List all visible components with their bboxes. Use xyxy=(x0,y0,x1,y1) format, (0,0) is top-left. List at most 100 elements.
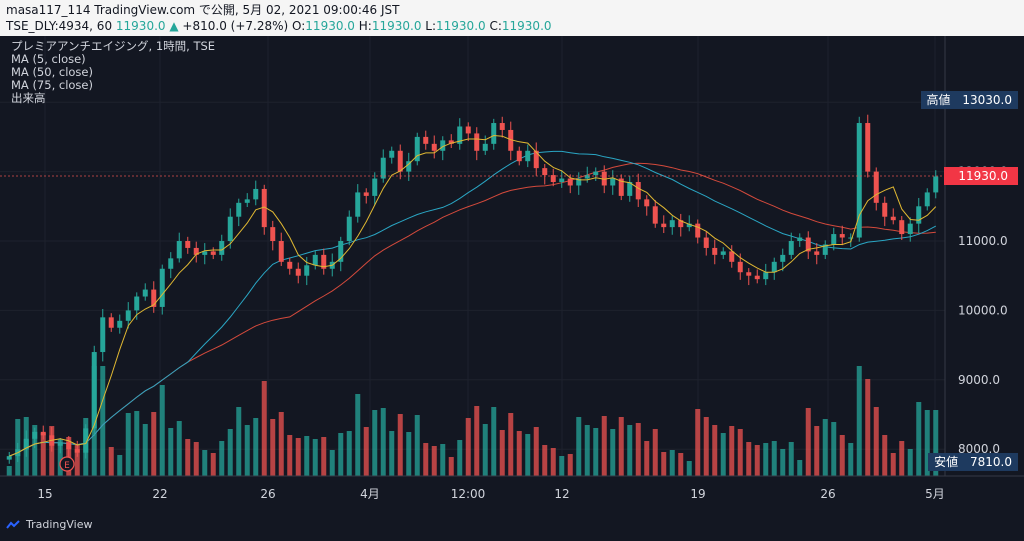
price-chart[interactable]: 13030.012000.011000.010000.09000.08000.0… xyxy=(0,36,1024,537)
volume-bar xyxy=(567,454,573,476)
candle-body xyxy=(176,241,182,259)
candle-body xyxy=(491,123,497,144)
candle-body xyxy=(754,275,760,280)
ohlc-line: TSE_DLY:4934, 60 11930.0 ▲ +810.0 (+7.28… xyxy=(6,18,1018,34)
legend-volume[interactable]: 出来高 xyxy=(11,91,46,105)
candle-body xyxy=(253,188,259,200)
candle-body xyxy=(703,237,709,248)
volume-bar xyxy=(890,453,896,476)
volume-bar xyxy=(448,457,454,476)
volume-bar xyxy=(916,402,922,476)
low-label: L: xyxy=(425,19,437,33)
candle-body xyxy=(117,320,123,328)
volume-bar xyxy=(516,431,522,476)
volume-bar xyxy=(856,366,862,476)
volume-bar xyxy=(312,439,318,476)
volume-bar xyxy=(482,424,488,476)
volume-bar xyxy=(372,410,378,476)
volume-bar xyxy=(457,440,463,476)
time-axis[interactable]: 15 22 26 4月 12:00 12 19 26 5月 xyxy=(37,487,944,501)
candle-body xyxy=(236,202,242,217)
legend-title[interactable]: プレミアアンチエイジング, 1時間, TSE xyxy=(11,39,216,53)
candle-body xyxy=(414,136,420,162)
volume-bar xyxy=(193,442,199,476)
volume-bar xyxy=(720,433,726,476)
volume-bar xyxy=(227,429,233,476)
volume-bar xyxy=(397,414,403,476)
volume-bar xyxy=(414,415,420,476)
candle-body xyxy=(669,220,675,228)
time-tick-label: 12 xyxy=(554,487,569,501)
volume-bar xyxy=(933,410,939,476)
candle-body xyxy=(23,438,29,450)
current-price-badge: 11930.0 xyxy=(944,167,1018,185)
time-tick-label: 15 xyxy=(37,487,52,501)
tradingview-brand[interactable]: TradingView xyxy=(6,518,92,531)
candle-body xyxy=(389,150,395,158)
close-value: 11930.0 xyxy=(501,19,552,33)
volume-bar xyxy=(601,416,607,476)
candle-body xyxy=(618,178,624,196)
volume-bar xyxy=(117,455,123,476)
volume-bar xyxy=(202,450,208,476)
candle-body xyxy=(763,272,769,280)
legend-ma50[interactable]: MA (50, close) xyxy=(11,65,93,79)
volume-bar xyxy=(788,442,794,476)
candle-body xyxy=(797,237,803,241)
earnings-marker[interactable] xyxy=(59,456,75,472)
volume-bar xyxy=(74,445,80,476)
high-value: 11930.0 xyxy=(371,19,422,33)
volume-bar xyxy=(839,435,845,476)
volume-bar xyxy=(491,407,497,476)
ma50-line xyxy=(9,150,937,457)
symbol[interactable]: TSE_DLY:4934, 60 xyxy=(6,19,113,33)
candle-body xyxy=(805,237,811,252)
candle-body xyxy=(91,352,97,429)
candle-body xyxy=(533,150,539,169)
ma75-path xyxy=(9,162,936,457)
candle-body xyxy=(652,206,658,224)
time-tick-label: 4月 xyxy=(360,487,380,501)
candle-body xyxy=(363,192,369,196)
volume-bar xyxy=(329,450,335,476)
volume-bar xyxy=(550,448,556,476)
volume-bar xyxy=(559,456,565,476)
candle-body xyxy=(686,223,692,228)
time-tick-label: 5月 xyxy=(925,487,945,501)
candle-body xyxy=(227,216,233,241)
close-label: C: xyxy=(489,19,502,33)
ma75-line xyxy=(9,162,936,457)
volume-bar xyxy=(661,452,667,476)
volume-bar xyxy=(627,425,633,476)
candle-body xyxy=(338,241,344,262)
candle-body xyxy=(125,310,131,321)
volume-bar xyxy=(576,417,582,476)
ma5-line xyxy=(9,134,937,457)
volume-bar xyxy=(712,425,718,476)
volume-bar xyxy=(176,421,182,476)
legend-ma75[interactable]: MA (75, close) xyxy=(11,78,93,92)
volume-bar xyxy=(831,422,837,476)
candle-body xyxy=(66,442,72,450)
candle-body xyxy=(185,241,191,248)
candle-body xyxy=(295,268,301,276)
high-badge-value: 13030.0 xyxy=(962,93,1012,107)
legend-ma5[interactable]: MA (5, close) xyxy=(11,52,86,66)
volume-bar xyxy=(669,450,675,476)
volume-bar xyxy=(873,407,879,476)
candle-body xyxy=(933,176,939,193)
price-tick-label: 9000.0 xyxy=(958,373,1000,387)
volume-bar xyxy=(703,417,709,476)
candle-body xyxy=(219,241,225,255)
header-bar: masa117_114 TradingView.com で公開, 5月 02, … xyxy=(0,0,1024,36)
candle-body xyxy=(601,171,607,186)
candle-body xyxy=(882,202,888,217)
chart-area[interactable]: 13030.012000.011000.010000.09000.08000.0… xyxy=(0,36,1024,537)
grid xyxy=(0,36,945,476)
candle-body xyxy=(839,234,845,238)
open-label: O: xyxy=(292,19,306,33)
volume-bars xyxy=(6,366,939,476)
candle-body xyxy=(831,234,837,245)
volume-bar xyxy=(652,429,658,476)
volume-bar xyxy=(168,428,174,476)
